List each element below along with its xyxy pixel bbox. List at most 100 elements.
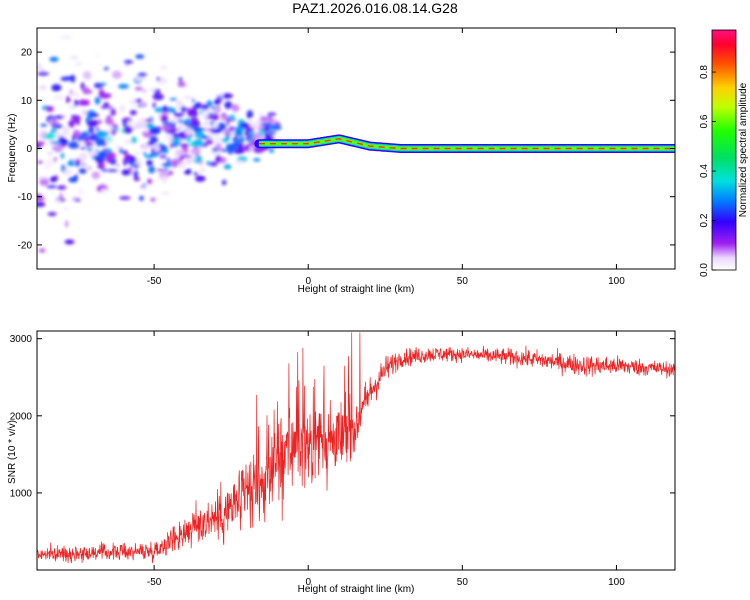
spectrogram-cell (180, 105, 187, 113)
spectrogram-cell (83, 137, 89, 143)
spectrogram-cell (192, 120, 201, 127)
spectrogram-cell (164, 167, 168, 172)
spectrogram-cell (68, 176, 78, 183)
spectrogram-cell (144, 129, 149, 133)
spectrogram-cell (149, 135, 158, 145)
spectrogram-cell (247, 115, 251, 120)
spectrogram-cell (95, 127, 100, 131)
spectrogram-cell (211, 106, 217, 110)
spectrogram-cell (37, 176, 49, 180)
spectrogram-cell (62, 126, 70, 135)
snr-x-ticks: -50 0 50 100 (147, 331, 625, 588)
spectrogram-cell (203, 120, 211, 126)
spectrogram-cell (80, 146, 86, 150)
spectrogram-cell (210, 126, 222, 134)
spectrogram-cell (100, 105, 113, 109)
spectrogram-cell (70, 55, 79, 60)
spectrogram-cell (112, 70, 122, 79)
spectrogram-cell (95, 138, 103, 147)
spectrogram-cell (105, 117, 114, 125)
spectrogram-cell (190, 117, 199, 121)
spectrogram-cell (86, 165, 92, 171)
spectrogram-cell (215, 104, 221, 114)
spectrogram-cell (173, 141, 178, 148)
snr-x-label: Height of straight line (km) (298, 584, 415, 595)
spectrogram-cell (110, 108, 116, 116)
colorbar-tick-label: 0.2 (699, 213, 710, 227)
spectrogram-cell (186, 117, 191, 126)
spectrogram-cell (146, 159, 153, 167)
spectrogram-cell (178, 162, 186, 169)
spectrogram-cell (203, 141, 208, 147)
spectrogram-cell (193, 172, 198, 176)
spectrogram-cell (47, 212, 57, 216)
spectrogram-cell (142, 185, 147, 190)
spectrogram-cell (41, 69, 46, 73)
spectrogram-cell (96, 53, 100, 57)
colorbar-label: Normalized spectral amplitude (738, 82, 749, 217)
spectrogram-cell (91, 171, 101, 180)
spectrogram-cell (233, 147, 245, 155)
y-tick-label: -20 (18, 240, 33, 251)
spectrogram-panel: -50 0 50 100 -20 -10 0 10 20 Height of straight… (7, 17, 676, 295)
spectrogram-cell (68, 120, 75, 128)
spectrogram-cell (133, 170, 139, 179)
y-tick-label: 1000 (10, 488, 33, 499)
spectrogram-cell (177, 81, 186, 88)
spectrogram-cell (119, 104, 125, 113)
spectrogram-cell (104, 139, 115, 143)
spectrogram-cell (55, 199, 62, 204)
colorbar-gradient (712, 30, 736, 270)
spectrogram-cell (150, 197, 156, 202)
spectrogram-cell (49, 176, 57, 183)
spectrogram-cell (86, 119, 99, 127)
spectrogram-cell (106, 169, 118, 172)
spectrogram-cell (37, 71, 49, 76)
ridge-core (258, 138, 675, 150)
spectrogram-cell (133, 151, 142, 155)
spectrogram-x-ticks: -50 0 50 100 (147, 28, 625, 287)
spectrogram-cell (124, 154, 131, 162)
spectrogram-cell (256, 119, 262, 124)
spectrogram-cell (209, 150, 221, 156)
spectrogram-cell (207, 131, 213, 140)
spectrogram-cell (52, 17, 60, 20)
spectrogram-cell (131, 136, 137, 144)
spectrogram-cell (57, 185, 67, 190)
spectrogram-cell (206, 139, 214, 145)
x-tick-label: 50 (457, 577, 469, 588)
spectrogram-cell (160, 114, 169, 123)
spectrogram-cell (212, 122, 219, 129)
spectrogram-cell (229, 114, 235, 120)
spectrogram-cell (74, 99, 78, 107)
spectrogram-cell (249, 136, 253, 144)
spectrogram-cell (63, 207, 70, 211)
spectrogram-cell (122, 150, 128, 155)
spectrogram-cell (59, 192, 63, 201)
spectrogram-cell (54, 115, 64, 120)
spectrogram-cell (46, 185, 57, 189)
snr-panel: -50 0 50 100 1000 2000 3000 Height of straigh… (7, 330, 676, 595)
spectrogram-cell (53, 94, 65, 101)
spectrogram-cell (50, 120, 59, 126)
spectrogram-cell (102, 168, 107, 172)
spectrogram-cell (37, 196, 45, 201)
snr-y-ticks: 1000 2000 3000 (10, 334, 675, 499)
spectrogram-cell (224, 101, 233, 109)
spectrogram-cell (38, 248, 46, 253)
spectrogram-cell (142, 144, 151, 150)
spectrogram-cell (160, 65, 167, 70)
x-tick-label: 0 (305, 577, 311, 588)
spectrogram-cell (65, 220, 69, 228)
spectrogram-cell (82, 71, 92, 80)
spectrogram-cell (119, 196, 131, 200)
spectrogram-cell (50, 141, 63, 145)
spectrogram-cell (60, 152, 65, 159)
spectrogram-cell (221, 93, 233, 99)
x-tick-label: -50 (147, 577, 162, 588)
spectrogram-cell (49, 56, 59, 62)
spectrogram-cell (109, 160, 117, 164)
spectrogram-cell (51, 84, 62, 92)
spectrogram-cell (166, 157, 171, 164)
spectrogram-cell (228, 126, 236, 131)
